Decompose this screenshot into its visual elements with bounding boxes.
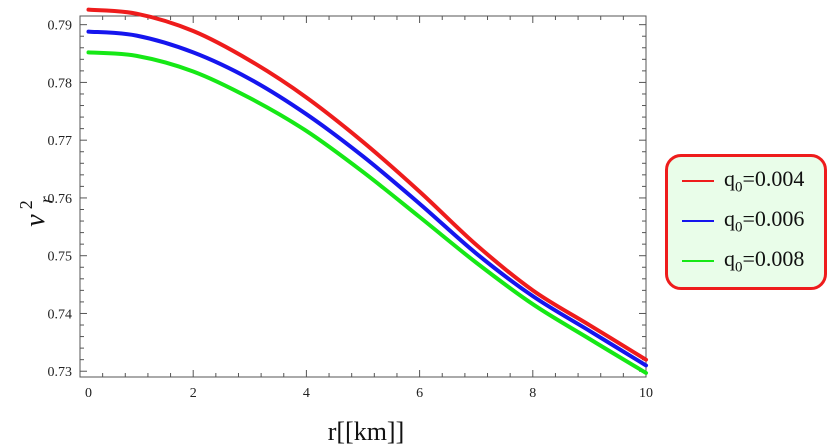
legend: q0=0.004 q0=0.006 q0=0.008	[665, 154, 827, 290]
svg-text:v 2 r: v 2 r	[8, 193, 56, 226]
series-line-2	[86, 50, 648, 375]
legend-label-2: q0=0.008	[724, 245, 805, 276]
y-tick-label: 0.74	[48, 307, 73, 322]
y-axis-base: v	[20, 214, 51, 227]
legend-label-1: q0=0.006	[724, 205, 805, 236]
legend-swatch-2	[682, 260, 714, 262]
x-axis-title: r[[km]]	[328, 417, 405, 446]
series-line-1	[86, 29, 648, 368]
legend-swatch-1	[682, 220, 714, 222]
legend-item-0: q0=0.004	[682, 165, 805, 196]
legend-item-2: q0=0.008	[682, 245, 805, 276]
x-tick-label: 6	[416, 386, 423, 401]
y-tick-label: 0.73	[48, 365, 73, 380]
y-tick-label: 0.79	[48, 19, 73, 34]
x-tick-label: 0	[85, 386, 92, 401]
x-tick-label: 10	[639, 386, 653, 401]
plot-frame	[79, 15, 647, 378]
series-lines	[86, 7, 648, 375]
tick-labels: 0 2 4 6 8 10 0.73 0.74 0.75 0.76 0.77 0.78 0.79	[48, 19, 654, 401]
y-tick-label: 0.78	[48, 76, 73, 91]
x-tick-label: 4	[303, 386, 310, 401]
x-tick-label: 2	[190, 386, 197, 401]
legend-item-1: q0=0.006	[682, 205, 805, 236]
legend-swatch-0	[682, 180, 714, 182]
y-tick-label: 0.77	[48, 134, 73, 149]
x-tick-label: 8	[529, 386, 536, 401]
y-tick-label: 0.76	[48, 192, 73, 207]
y-axis-sub: r	[36, 195, 56, 203]
y-axis-sup: 2	[16, 200, 36, 209]
series-line-0	[86, 7, 648, 362]
axis-ticks	[79, 16, 647, 377]
y-axis-title: v 2 r	[8, 193, 56, 226]
legend-label-0: q0=0.004	[724, 165, 805, 196]
y-tick-label: 0.75	[48, 250, 73, 265]
